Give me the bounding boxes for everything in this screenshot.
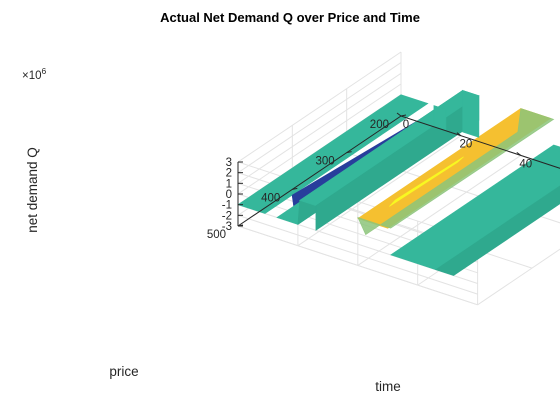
z-tick-label: 2: [226, 168, 232, 180]
y-tick-label: 300: [315, 156, 334, 168]
z-tick-label: 3: [226, 157, 232, 169]
z-tick-label: 0: [226, 189, 232, 201]
y-tick-label: 500: [207, 229, 226, 241]
z-tick-label: -3: [222, 221, 232, 233]
surface: [237, 89, 560, 276]
x-tick: [396, 112, 402, 117]
z-exponent-label: ×106: [22, 66, 47, 82]
y-tick: [346, 151, 352, 154]
x-tick-label: 0: [403, 119, 409, 131]
y-axis-label: price: [109, 364, 138, 379]
x-tick: [516, 151, 522, 156]
y-tick: [400, 114, 407, 117]
x-axis-label: time: [375, 379, 401, 394]
x-tick: [456, 132, 462, 137]
axes: [237, 112, 560, 227]
y-tick: [237, 224, 244, 227]
time-gridline-floor: [357, 154, 522, 266]
surface-block-front: [462, 89, 480, 138]
z-tick-label: -2: [222, 210, 232, 222]
z-tick-label: 1: [226, 178, 232, 190]
y-tick-label: 200: [370, 119, 389, 131]
x-tick-label: 20: [459, 139, 472, 151]
x-tick-label: 40: [519, 158, 532, 170]
surface-floor-left: [237, 94, 429, 214]
surface-dip-front: [433, 105, 447, 131]
z-axis-label: net demand Q: [25, 147, 40, 233]
time-gridline-floor: [477, 248, 560, 306]
x-axis-line: [400, 115, 560, 169]
z-tick-label: -1: [222, 200, 232, 212]
chart-title: Actual Net Demand Q over Price and Time: [160, 10, 420, 25]
surface-floor-end: [435, 185, 560, 276]
tick-labels: -3-2-10123020406080200300400500: [207, 119, 532, 241]
svg-text:×106: ×106: [22, 66, 47, 82]
time-gridline-floor: [297, 135, 462, 247]
y-axis-line: [237, 115, 402, 227]
surface-highlight: [389, 156, 464, 207]
surface-floor-right: [390, 144, 560, 271]
y-tick-label: 400: [261, 192, 280, 204]
surface-plateau-overlay: [357, 108, 555, 236]
y-tick: [292, 187, 298, 190]
